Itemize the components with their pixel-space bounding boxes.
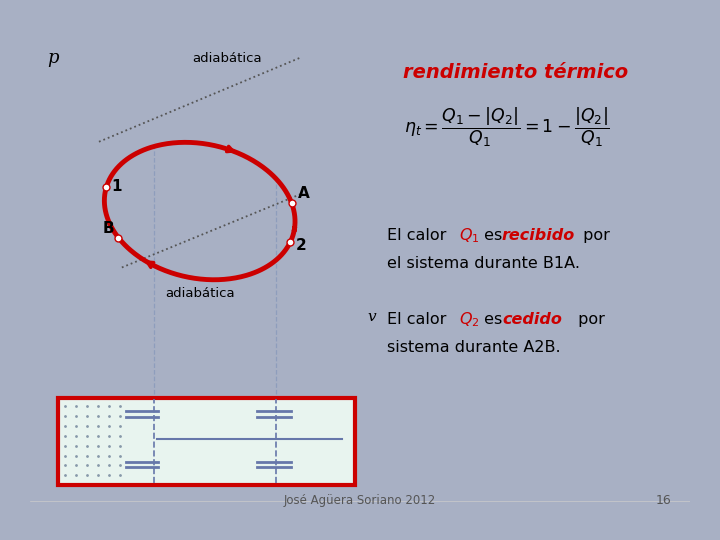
Text: v: v bbox=[367, 310, 376, 324]
Text: el sistema durante B1A.: el sistema durante B1A. bbox=[387, 256, 580, 271]
Text: José Agüera Soriano 2012: José Agüera Soriano 2012 bbox=[284, 494, 436, 507]
Text: adiabática: adiabática bbox=[165, 287, 235, 300]
Text: p: p bbox=[47, 49, 58, 66]
Bar bbox=[58, 398, 356, 485]
Text: cedido: cedido bbox=[502, 313, 562, 327]
Text: es: es bbox=[479, 228, 508, 244]
Text: II: II bbox=[270, 396, 282, 411]
Text: es: es bbox=[479, 313, 508, 327]
Text: $Q_1$: $Q_1$ bbox=[459, 226, 480, 245]
Text: sistema durante A2B.: sistema durante A2B. bbox=[387, 340, 561, 355]
Text: v: v bbox=[296, 396, 305, 410]
Text: El calor: El calor bbox=[387, 228, 452, 244]
Text: por: por bbox=[578, 228, 610, 244]
Text: A: A bbox=[298, 186, 310, 201]
Text: B: B bbox=[102, 221, 114, 235]
Text: 1: 1 bbox=[111, 179, 122, 194]
Text: $Q_2$: $Q_2$ bbox=[459, 310, 480, 329]
Text: adiabática: adiabática bbox=[192, 51, 262, 64]
Text: recibido: recibido bbox=[502, 228, 575, 244]
Text: 16: 16 bbox=[656, 494, 672, 507]
Text: $\eta_t = \dfrac{Q_1 - |Q_2|}{Q_1} = 1 - \dfrac{|Q_2|}{Q_1}$: $\eta_t = \dfrac{Q_1 - |Q_2|}{Q_1} = 1 -… bbox=[404, 105, 610, 148]
Text: I: I bbox=[151, 396, 157, 411]
Text: rendimiento térmico: rendimiento térmico bbox=[403, 63, 629, 82]
Text: 2: 2 bbox=[296, 239, 306, 253]
Text: por: por bbox=[572, 313, 604, 327]
Text: El calor: El calor bbox=[387, 313, 452, 327]
